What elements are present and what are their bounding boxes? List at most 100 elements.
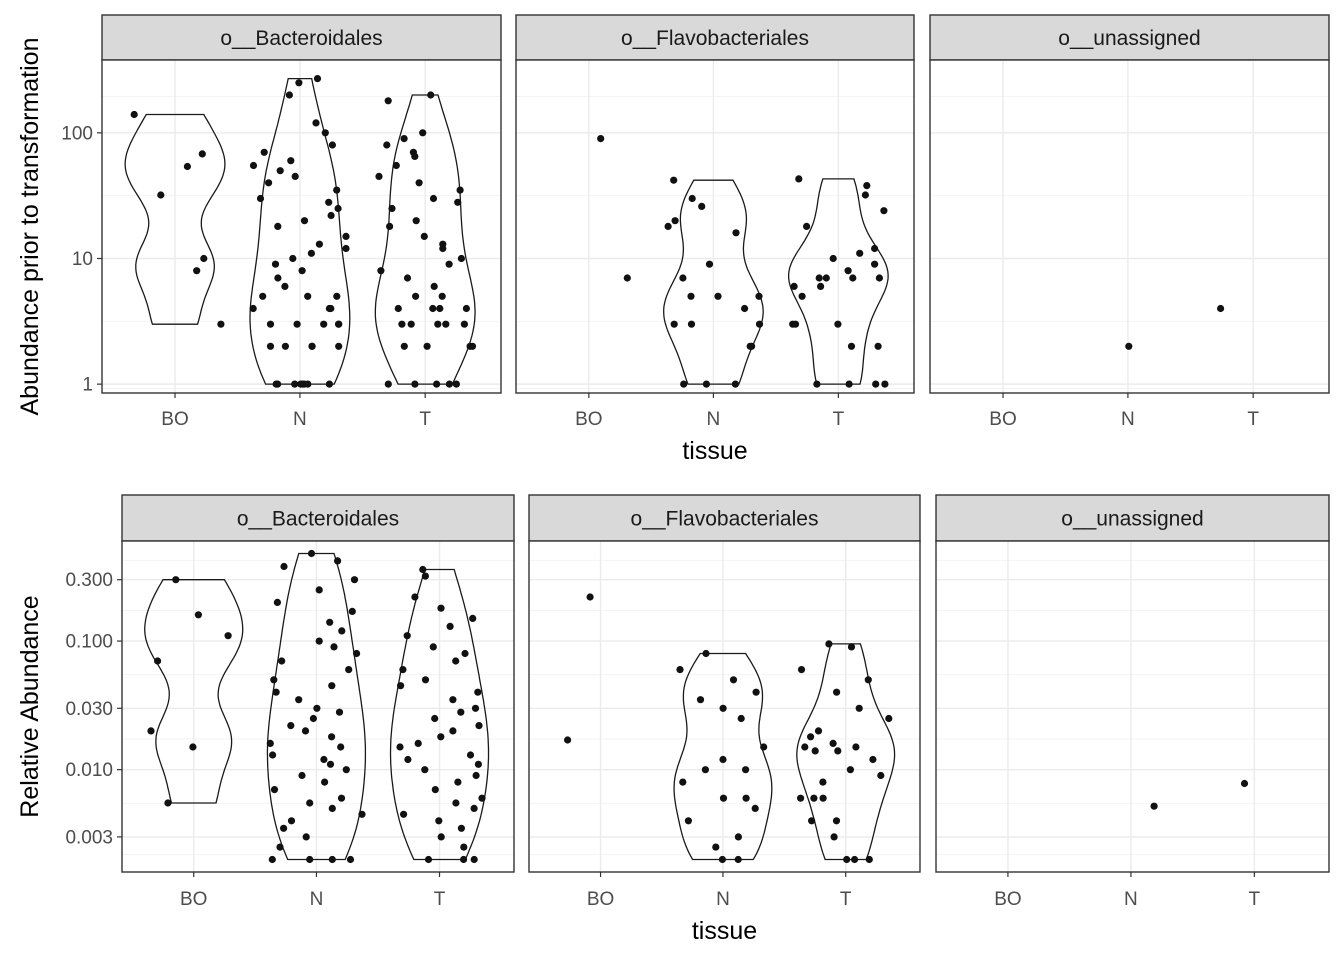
data-point	[843, 855, 851, 864]
chart-layer: Abundance prior to transformation 1 10 100 o…	[16, 14, 1330, 945]
x-tick-label: BO	[180, 889, 207, 910]
data-point	[420, 232, 428, 240]
data-point	[265, 179, 273, 187]
data-point	[280, 824, 288, 832]
data-point	[864, 676, 872, 684]
data-point	[852, 743, 860, 751]
x-tick-label: N	[1124, 889, 1138, 910]
data-point	[731, 380, 740, 388]
panel-border	[101, 59, 502, 394]
data-point	[342, 232, 350, 240]
data-point	[224, 632, 232, 640]
data-point	[302, 833, 310, 841]
data-point	[1125, 342, 1133, 350]
data-point	[737, 714, 745, 723]
data-point	[266, 320, 275, 328]
data-point	[259, 292, 267, 300]
data-point	[164, 799, 172, 807]
data-point	[452, 380, 460, 388]
data-point	[325, 304, 333, 313]
data-point	[834, 320, 842, 328]
data-point	[748, 342, 756, 350]
panel-border	[935, 540, 1330, 873]
data-point	[446, 622, 454, 631]
data-point	[474, 688, 482, 696]
data-point	[335, 342, 343, 350]
data-point	[273, 598, 281, 607]
data-point	[466, 751, 475, 759]
data-point	[712, 843, 720, 851]
data-point	[260, 148, 268, 156]
panel-border	[121, 540, 515, 873]
data-point	[719, 794, 728, 802]
data-point	[427, 91, 435, 99]
data-point	[421, 766, 429, 774]
data-point	[807, 733, 815, 741]
data-point	[358, 810, 366, 818]
data-point	[817, 282, 825, 290]
x-tick-label: T	[434, 889, 446, 910]
data-point	[469, 614, 477, 623]
data-point	[439, 244, 447, 253]
data-point	[475, 722, 483, 730]
data-point	[445, 380, 453, 388]
data-point	[346, 855, 355, 864]
data-point	[333, 186, 341, 194]
data-point	[664, 222, 672, 230]
data-point	[438, 292, 446, 300]
violin-BO	[124, 113, 226, 325]
data-point	[272, 688, 280, 696]
data-point	[742, 794, 750, 802]
data-point	[198, 150, 206, 158]
data-point	[307, 249, 315, 257]
data-point	[375, 172, 383, 180]
data-point	[313, 75, 322, 83]
data-point	[403, 632, 411, 640]
data-point	[396, 743, 404, 751]
data-point	[719, 704, 727, 712]
data-point	[306, 799, 314, 807]
facet-panel: o__unassigned BO N T	[929, 14, 1330, 430]
data-point	[454, 778, 462, 786]
data-point	[330, 643, 338, 651]
data-point	[437, 833, 445, 841]
data-point	[845, 380, 853, 388]
data-point	[684, 817, 693, 825]
x-tick-label: BO	[575, 409, 602, 430]
panel-border	[528, 540, 921, 873]
data-point	[291, 172, 299, 180]
data-point	[386, 222, 394, 230]
data-point	[384, 97, 392, 105]
data-point	[397, 682, 405, 690]
data-point	[470, 855, 478, 864]
data-point	[421, 676, 430, 684]
facet-strip	[101, 14, 502, 61]
data-point	[457, 708, 465, 716]
data-point	[328, 855, 336, 864]
violin-N	[249, 77, 351, 385]
data-point	[256, 194, 265, 203]
data-point	[797, 794, 805, 802]
data-point	[271, 260, 280, 268]
data-point	[274, 274, 282, 282]
data-point	[334, 204, 342, 213]
data-point	[172, 576, 180, 584]
data-point	[429, 304, 437, 313]
data-point	[392, 161, 400, 170]
y-tick-label: 0.003	[65, 827, 113, 848]
data-point	[797, 666, 806, 674]
data-point	[194, 611, 202, 619]
data-point	[321, 778, 329, 786]
data-point	[430, 282, 438, 290]
panel-background	[102, 60, 501, 393]
data-point	[312, 119, 320, 127]
data-point	[832, 817, 841, 825]
data-point	[327, 211, 335, 220]
data-point	[306, 855, 314, 864]
facet-strip	[935, 494, 1330, 542]
y-tick-label: 0.030	[65, 699, 113, 720]
facet-panel: o__Flavobacteriales BO N T	[528, 494, 921, 910]
data-point	[679, 274, 687, 282]
data-point	[856, 249, 864, 257]
data-point	[309, 714, 317, 723]
